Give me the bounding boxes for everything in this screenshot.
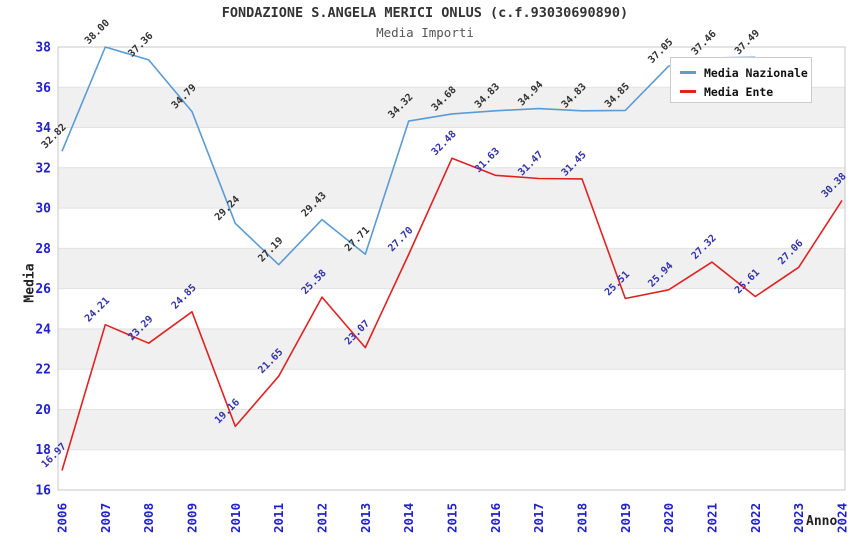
y-axis-title: Media [22, 263, 38, 303]
legend-swatch-media-nazionale [680, 71, 696, 74]
x-tick-label: 2017 [531, 503, 546, 533]
x-axis-title: Anno [806, 514, 838, 529]
grid-band [58, 167, 845, 209]
x-tick-label: 2019 [618, 503, 633, 533]
x-tick-label: 2016 [488, 503, 503, 533]
chart-title: FONDAZIONE S.ANGELA MERICI ONLUS (c.f.93… [221, 5, 629, 21]
point-label-media-nazionale: 37.46 [690, 29, 719, 58]
x-tick-label: 2023 [791, 503, 806, 533]
x-tick-label: 2012 [315, 503, 330, 533]
x-tick-label: 2006 [55, 503, 70, 533]
legend-swatch-media-ente [680, 90, 696, 93]
grid-band [58, 248, 845, 289]
grid-band [58, 328, 845, 370]
legend-label-media-ente: Media Ente [704, 84, 774, 99]
point-label-media-nazionale: 37.49 [733, 28, 762, 57]
y-tick-label: 22 [35, 363, 51, 378]
y-tick-label: 16 [35, 484, 51, 499]
y-tick-label: 24 [35, 322, 51, 337]
legend-item-media-ente: Media Ente [680, 82, 811, 101]
y-tick-label: 30 [35, 202, 51, 217]
x-tick-label: 2018 [575, 503, 590, 533]
x-tick-label: 2009 [185, 503, 200, 533]
chart-subtitle: Media Importi [376, 25, 474, 40]
x-tick-label: 2020 [661, 503, 676, 533]
y-tick-label: 20 [35, 403, 51, 418]
x-tick-label: 2010 [228, 503, 243, 533]
series-line-media-nazionale [61, 46, 756, 266]
y-tick-label: 36 [35, 81, 51, 96]
legend: Media Nazionale Media Ente [670, 57, 812, 103]
point-label-media-ente: 32.48 [430, 129, 459, 158]
x-tick-label: 2013 [358, 503, 373, 533]
y-tick-label: 26 [35, 282, 51, 297]
x-tick-label: 2022 [748, 503, 763, 533]
point-label-media-nazionale: 37.36 [126, 31, 155, 60]
y-tick-label: 32 [35, 161, 51, 176]
point-label-media-ente: 24.21 [83, 295, 112, 324]
y-tick-label: 38 [35, 41, 51, 56]
y-tick-label: 28 [35, 242, 51, 257]
legend-label-media-nazionale: Media Nazionale [704, 65, 808, 80]
x-tick-label: 2007 [98, 503, 113, 533]
x-tick-label: 2014 [401, 503, 416, 533]
x-tick-label: 2021 [705, 503, 720, 533]
y-tick-label: 18 [35, 443, 51, 458]
x-tick-label: 2011 [271, 503, 286, 533]
x-tick-label: 2015 [445, 503, 460, 533]
plot-border [57, 46, 846, 491]
point-label-media-nazionale: 38.00 [83, 18, 112, 47]
x-tick-label: 2008 [141, 503, 156, 533]
y-tick-label: 34 [35, 121, 51, 136]
series-line-media-ente [61, 157, 843, 471]
legend-item-media-nazionale: Media Nazionale [680, 63, 811, 82]
grid-band [58, 409, 845, 450]
x-tick-label: 2024 [835, 503, 850, 533]
